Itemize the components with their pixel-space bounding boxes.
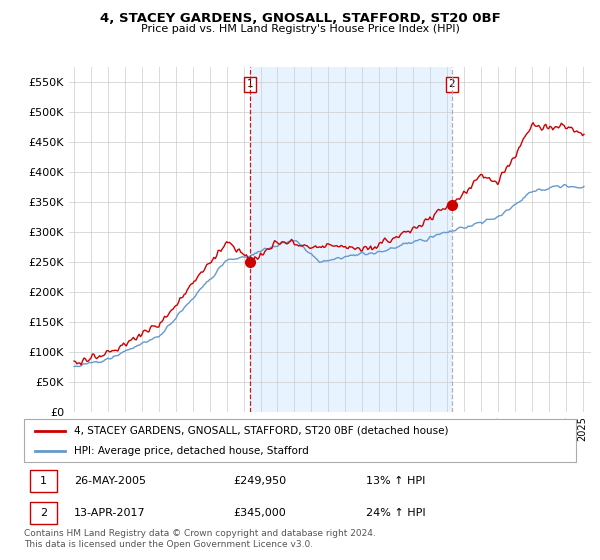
Text: £249,950: £249,950 [234,476,287,486]
Text: Contains HM Land Registry data © Crown copyright and database right 2024.
This d: Contains HM Land Registry data © Crown c… [24,529,376,549]
Text: 2: 2 [448,80,455,89]
Text: 4, STACEY GARDENS, GNOSALL, STAFFORD, ST20 0BF (detached house): 4, STACEY GARDENS, GNOSALL, STAFFORD, ST… [74,426,448,436]
Bar [29,502,57,524]
Text: 2: 2 [40,508,47,518]
Text: 24% ↑ HPI: 24% ↑ HPI [366,508,426,518]
Text: 26-MAY-2005: 26-MAY-2005 [74,476,146,486]
Bar [29,470,57,492]
Text: £345,000: £345,000 [234,508,287,518]
Text: 1: 1 [247,80,253,89]
Text: HPI: Average price, detached house, Stafford: HPI: Average price, detached house, Staf… [74,446,308,455]
Text: Price paid vs. HM Land Registry's House Price Index (HPI): Price paid vs. HM Land Registry's House … [140,24,460,34]
Bar [250,67,452,412]
Text: 13% ↑ HPI: 13% ↑ HPI [366,476,425,486]
Text: 1: 1 [40,476,47,486]
Text: 4, STACEY GARDENS, GNOSALL, STAFFORD, ST20 0BF: 4, STACEY GARDENS, GNOSALL, STAFFORD, ST… [100,12,500,25]
Text: 13-APR-2017: 13-APR-2017 [74,508,145,518]
